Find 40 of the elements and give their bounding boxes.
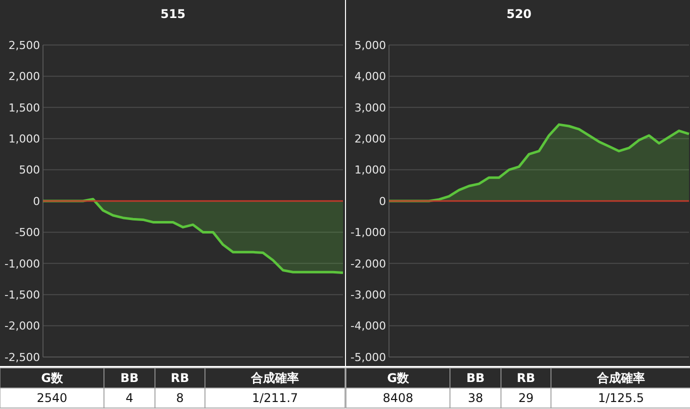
y-tick-label: -4,000 [350, 320, 386, 333]
text: 8 [176, 391, 184, 406]
y-tick-label: -1,000 [4, 257, 40, 270]
text: 合成確率 [250, 371, 299, 386]
y-tick-label: -2,000 [4, 320, 40, 333]
text: 8408 [382, 391, 414, 406]
text: RB [516, 371, 536, 386]
y-tick-label: 1,000 [354, 164, 386, 177]
text: 38 [468, 391, 484, 406]
y-tick-label: -500 [15, 226, 40, 240]
y-tick-label: -5,000 [350, 350, 386, 364]
text: 1/211.7 [252, 391, 298, 406]
y-tick-label: 1,000 [8, 132, 40, 146]
text: 合成確率 [596, 371, 645, 386]
y-tick-label: 5,000 [354, 38, 386, 52]
text: G数 [387, 371, 410, 386]
y-tick-label: 500 [19, 164, 40, 177]
y-tick-label: 0 [379, 194, 386, 208]
text: 4 [126, 391, 134, 406]
text: 29 [518, 391, 534, 406]
text: BB [466, 371, 485, 386]
y-tick-label: -3,000 [350, 288, 386, 302]
y-tick-label: 4,000 [354, 70, 386, 84]
chart-title: 520 [506, 7, 532, 21]
text: RB [170, 371, 190, 386]
text: BB [120, 371, 139, 386]
y-tick-label: 1,500 [8, 101, 40, 114]
y-tick-label: 0 [33, 194, 40, 208]
y-tick-label: 3,000 [354, 101, 386, 114]
y-tick-label: 2,000 [354, 132, 386, 146]
y-tick-label: -2,000 [350, 257, 386, 270]
y-tick-label: -1,000 [350, 226, 386, 240]
text: 2540 [36, 391, 68, 406]
text: 1/125.5 [598, 391, 644, 406]
y-tick-label: 2,500 [8, 38, 40, 52]
y-tick-label: -2,500 [4, 350, 40, 364]
y-tick-label: 2,000 [8, 70, 40, 84]
y-tick-label: -1,500 [4, 288, 40, 302]
text: G数 [41, 371, 64, 386]
chart-title: 515 [160, 7, 186, 21]
